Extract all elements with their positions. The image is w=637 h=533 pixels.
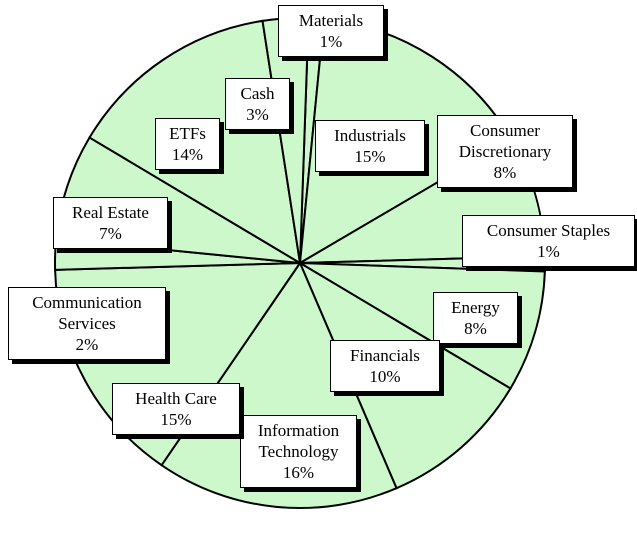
- category-name: ETFs: [169, 124, 206, 143]
- category-name: Information Technology: [257, 421, 340, 461]
- value-label: 15%: [160, 410, 192, 429]
- value-label: 15%: [354, 147, 386, 166]
- slice-label: Financials 10%: [330, 340, 440, 392]
- slice-label: Consumer Discretionary 8%: [437, 115, 573, 188]
- category-name: Financials: [350, 346, 420, 365]
- slice-label: Real Estate 7%: [53, 197, 168, 249]
- value-label: 14%: [171, 145, 204, 164]
- category-name: Real Estate: [72, 203, 149, 222]
- value-label: 8%: [493, 163, 517, 182]
- slice-label: Cash 3%: [225, 78, 290, 130]
- slice-label: Energy 8%: [433, 292, 518, 344]
- category-name: Communication Services: [32, 293, 142, 333]
- slice-label: ETFs 14%: [155, 118, 220, 170]
- slice-label: Information Technology 16%: [240, 415, 357, 488]
- category-name: Materials: [298, 11, 364, 30]
- slice-label: Materials 1%: [278, 5, 384, 57]
- value-label: 3%: [246, 105, 269, 124]
- category-name: Consumer Staples: [486, 221, 611, 240]
- value-label: 10%: [369, 367, 401, 386]
- value-label: 1%: [319, 32, 343, 51]
- value-label: 8%: [464, 319, 487, 338]
- category-name: Cash: [240, 84, 275, 103]
- value-label: 7%: [99, 224, 122, 243]
- slice-label: Consumer Staples 1%: [462, 215, 635, 267]
- slice-label: Industrials 15%: [315, 120, 425, 172]
- category-name: Consumer Discretionary: [458, 121, 552, 161]
- value-label: 2%: [75, 335, 99, 354]
- category-name: Energy: [451, 298, 500, 317]
- value-label: 1%: [537, 242, 560, 261]
- category-name: Industrials: [334, 126, 406, 145]
- slice-label: Communication Services 2%: [8, 287, 166, 360]
- value-label: 16%: [282, 463, 315, 482]
- slice-label: Health Care 15%: [112, 383, 240, 435]
- category-name: Health Care: [135, 389, 217, 408]
